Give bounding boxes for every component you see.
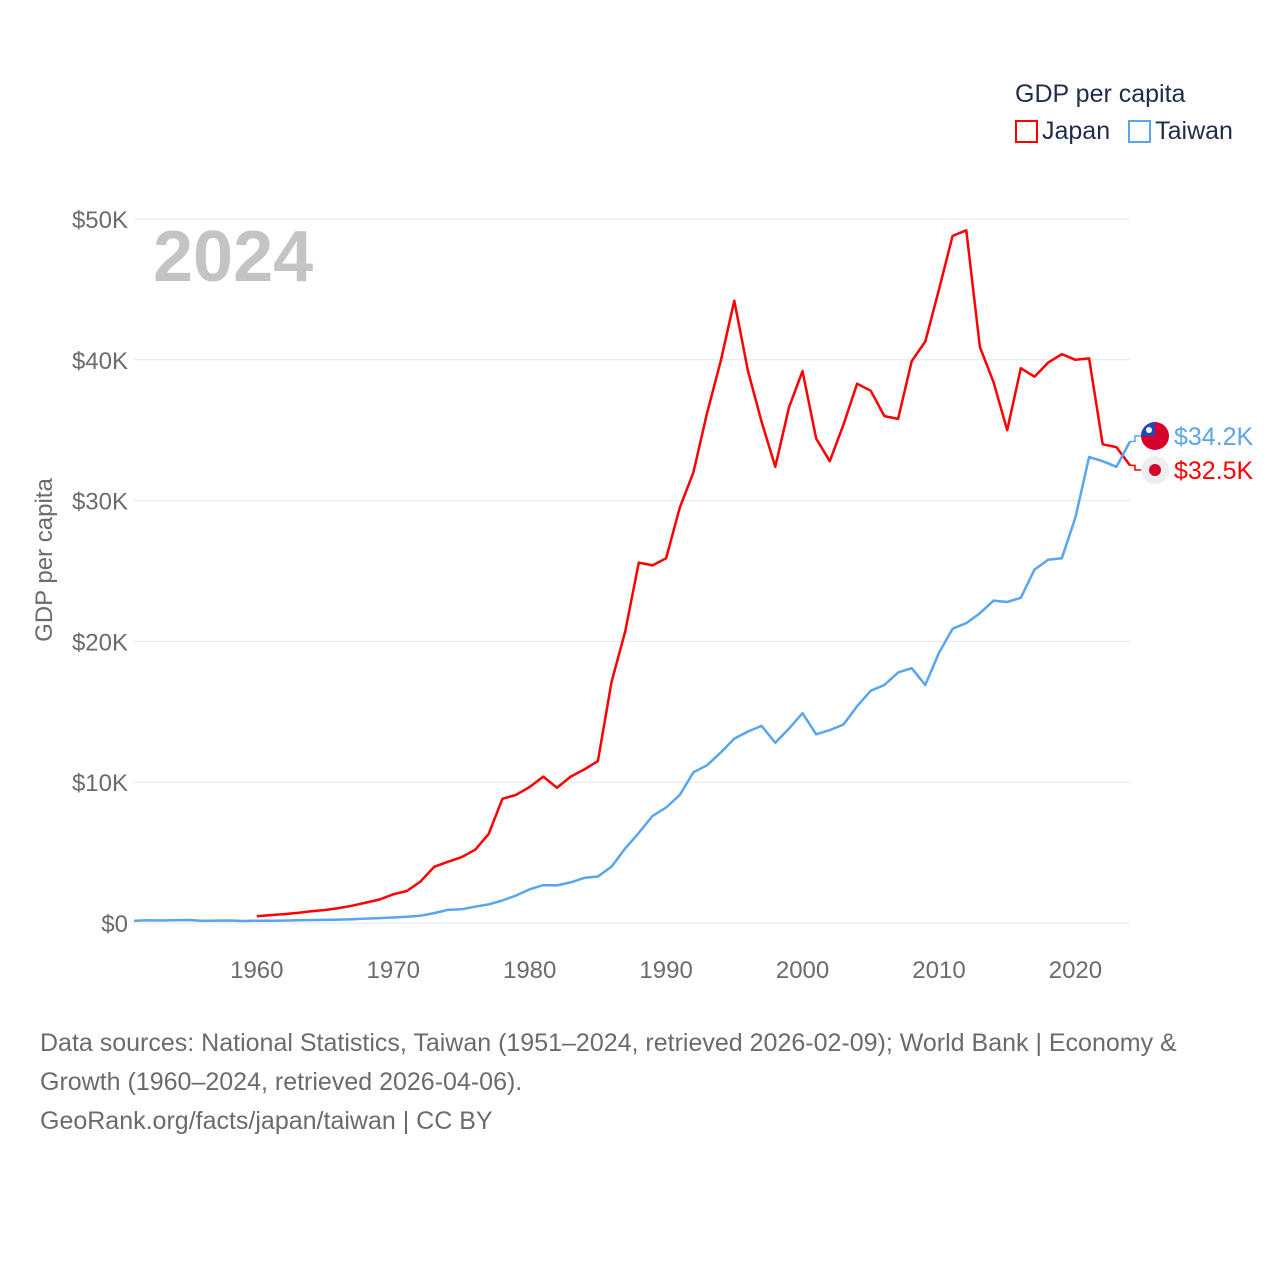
credit-link[interactable]: GeoRank.org/facts/japan/taiwan | CC BY: [40, 1107, 493, 1135]
x-tick-label: 2000: [776, 957, 829, 984]
legend: GDP per capita Japan Taiwan: [1015, 80, 1233, 146]
legend-title: GDP per capita: [1015, 80, 1186, 108]
legend-label-taiwan: Taiwan: [1155, 117, 1233, 145]
legend-label-japan: Japan: [1042, 117, 1111, 145]
y-tick-label: $0: [101, 911, 128, 938]
y-tick-label: $10K: [72, 770, 128, 797]
connector-taiwan: [1130, 435, 1142, 443]
x-tick-label: 1990: [639, 957, 692, 984]
x-tick-label: 2010: [912, 957, 965, 984]
japan-flag-disc: [1149, 464, 1161, 476]
end-value-label-taiwan: $34.2K: [1174, 423, 1254, 451]
y-tick-label: $20K: [72, 629, 128, 656]
x-tick-label: 1970: [367, 957, 420, 984]
series-line-taiwan: [133, 440, 1132, 923]
x-tick-label: 1960: [230, 957, 283, 984]
japan-swatch-icon: [1015, 120, 1038, 143]
y-tick-label: $30K: [72, 489, 128, 516]
series-line-japan: [256, 229, 1132, 918]
legend-item-taiwan[interactable]: Taiwan: [1128, 117, 1233, 146]
footer: Data sources: National Statistics, Taiwa…: [40, 1024, 1240, 1141]
y-axis-label: GDP per capita: [31, 478, 58, 642]
connector-japan: [1130, 464, 1142, 471]
x-tick-label: 2020: [1049, 957, 1102, 984]
legend-item-japan[interactable]: Japan: [1015, 117, 1110, 146]
taiwan-swatch-icon: [1128, 120, 1152, 143]
end-value-label-japan: $32.5K: [1174, 457, 1254, 485]
taiwan-flag-sun: [1146, 427, 1152, 433]
x-tick-label: 1980: [503, 957, 556, 984]
data-sources: Data sources: National Statistics, Taiwa…: [40, 1029, 1177, 1096]
y-tick-label: $50K: [72, 207, 128, 234]
year-label: 2024: [153, 217, 313, 297]
y-tick-label: $40K: [72, 348, 128, 375]
